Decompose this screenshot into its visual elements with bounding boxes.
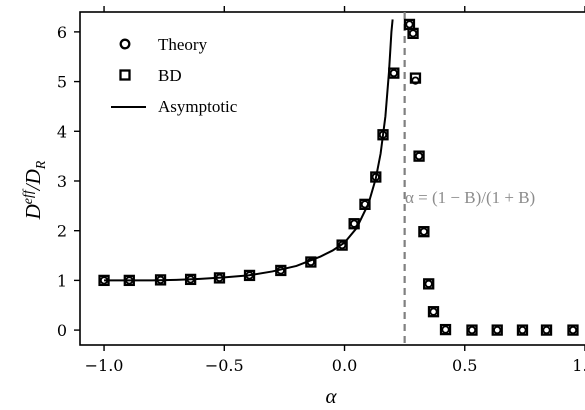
bd-point — [123, 274, 135, 287]
x-tick-label: 0.0 — [332, 356, 357, 375]
theory-point — [542, 325, 551, 335]
bd-point — [491, 324, 503, 336]
plot-frame — [79, 11, 585, 346]
theory-point — [389, 69, 398, 78]
y-tick-label: 6 — [57, 23, 67, 42]
y-tick-label: 0 — [57, 321, 67, 340]
bd-point — [418, 226, 430, 238]
plot-area: −1.0 −0.5 0.0 0.5 1.0 0 1 2 3 4 5 6 — [57, 6, 585, 375]
bd-point — [516, 324, 529, 336]
bd-point — [567, 324, 579, 336]
bd-point — [275, 264, 287, 277]
bd-point — [409, 72, 422, 84]
legend-marker-bd — [119, 69, 131, 81]
theory-point — [568, 325, 578, 335]
theory-point — [245, 271, 254, 280]
bd-point — [540, 324, 553, 336]
theory-point — [125, 276, 134, 285]
bd-point — [98, 274, 110, 287]
bd-point — [388, 67, 400, 79]
theory-point — [99, 276, 109, 285]
theory-point — [306, 257, 315, 267]
bd-point — [377, 129, 389, 141]
legend: Theory BD Asymptotic — [111, 35, 238, 116]
theory-point — [378, 130, 388, 139]
bd-point — [407, 27, 419, 40]
bd-point — [466, 324, 478, 336]
bd-point — [359, 198, 371, 210]
theory-point — [411, 76, 420, 85]
theory-point — [156, 275, 165, 284]
x-axis-label: α — [325, 384, 337, 408]
theory-point — [186, 275, 195, 284]
bd-point — [439, 323, 452, 336]
theory-point — [350, 219, 359, 228]
bd-point — [336, 239, 348, 251]
theory-point — [371, 172, 380, 182]
y-tick-label: 4 — [57, 122, 67, 141]
bd-point — [243, 269, 256, 282]
legend-marker-theory — [119, 38, 131, 50]
theory-point — [493, 325, 502, 335]
bd-point — [305, 256, 317, 268]
bd-point — [184, 273, 197, 286]
theory-point — [467, 325, 477, 335]
x-tick-label: −1.0 — [85, 356, 124, 375]
bd-point — [370, 171, 382, 183]
bd-point — [427, 306, 440, 318]
theory-point — [405, 20, 414, 29]
asymptotic-line — [104, 19, 394, 282]
y-tick-label: 3 — [57, 172, 67, 191]
theory-point — [414, 152, 424, 161]
legend-label-theory: Theory — [158, 35, 208, 54]
x-tick-label: 1.0 — [572, 356, 585, 375]
bd-point — [154, 274, 167, 286]
theory-point — [441, 325, 450, 334]
theory-point — [338, 241, 347, 250]
theory-point — [408, 29, 418, 38]
theory-point — [424, 279, 433, 288]
theory-point — [276, 266, 285, 275]
x-tick-label: −0.5 — [205, 356, 244, 375]
theory-point — [518, 325, 527, 335]
x-tick-label: 0.5 — [452, 356, 477, 375]
theory-point — [419, 227, 428, 236]
theory-point — [215, 273, 224, 283]
y-tick-label: 2 — [57, 222, 67, 241]
bd-point — [423, 278, 435, 290]
y-tick-label: 5 — [57, 73, 67, 92]
theory-point — [360, 200, 370, 209]
legend-label-bd: BD — [158, 66, 182, 85]
annotation: α = (1 − B)/(1 + B) — [405, 188, 535, 207]
y-axis-label: Deff/DR — [21, 160, 49, 220]
bd-point — [348, 218, 360, 230]
theory-point — [429, 307, 438, 316]
bd-point — [213, 272, 226, 284]
bd-point — [413, 150, 425, 162]
legend-label-asymptotic: Asymptotic — [158, 97, 238, 116]
y-tick-label: 1 — [57, 271, 67, 290]
